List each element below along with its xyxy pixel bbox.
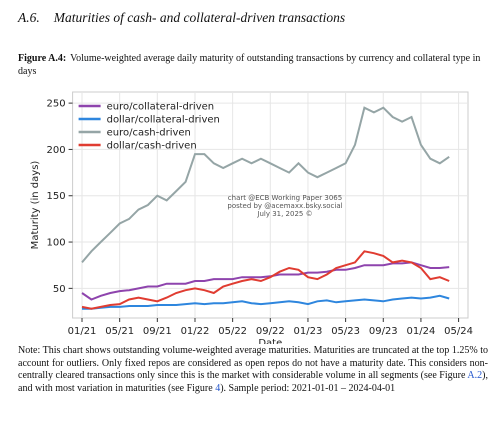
y-axis-label: Maturity (in days) bbox=[30, 161, 41, 250]
series-line bbox=[81, 106, 450, 264]
section-header: A.6. Maturities of cash- and collateral-d… bbox=[18, 10, 359, 26]
caption-label: Figure A.4: bbox=[18, 53, 67, 64]
y-tick-label: 250 bbox=[47, 99, 66, 110]
x-tick-label: 05/23 bbox=[331, 326, 360, 337]
watermark: July 31, 2025 © bbox=[256, 210, 312, 218]
chart: 50 100 150 200 250 01/21 05/21 09/21 01/22 05/22 0… bbox=[30, 91, 473, 344]
legend-label: euro/cash-driven bbox=[107, 128, 191, 139]
x-tick-label: 09/22 bbox=[256, 326, 285, 337]
x-tick-label: 01/21 bbox=[68, 326, 97, 337]
series-line bbox=[81, 250, 450, 310]
x-tick-label: 01/22 bbox=[181, 326, 210, 337]
note: Note: This chart shows outstanding volum… bbox=[18, 345, 488, 395]
x-tick-label: 05/22 bbox=[218, 326, 247, 337]
figure-link[interactable]: 4 bbox=[215, 382, 221, 394]
x-tick-label: 01/23 bbox=[294, 326, 323, 337]
figure-link[interactable]: A.2 bbox=[467, 370, 483, 381]
watermark: posted by @acemaxx.bsky.social bbox=[227, 202, 342, 210]
legend-label: dollar/collateral-driven bbox=[107, 115, 220, 126]
y-tick-label: 200 bbox=[47, 145, 66, 156]
x-tick-label: 09/23 bbox=[369, 326, 398, 337]
y-tick-label: 150 bbox=[47, 191, 66, 202]
series-line bbox=[81, 261, 450, 301]
note-text: Note: This chart shows outstanding volum… bbox=[18, 345, 488, 381]
x-tick-label: 01/24 bbox=[407, 326, 436, 337]
legend: euro/collateral-driven dollar/collateral-… bbox=[78, 102, 220, 152]
x-tick-label: 05/24 bbox=[444, 326, 473, 337]
note-text: ). Sample period: 2021-01-01 – 2024-04-0… bbox=[220, 382, 396, 394]
y-tick-label: 100 bbox=[47, 238, 66, 249]
series-line bbox=[82, 294, 450, 310]
note-text: ), and with most variation in maturities… bbox=[18, 370, 488, 394]
section-number: A.6. bbox=[18, 10, 40, 25]
x-tick-label: 05/21 bbox=[105, 326, 134, 337]
legend-label: euro/collateral-driven bbox=[107, 102, 215, 113]
legend-label: dollar/cash-driven bbox=[107, 141, 197, 152]
watermark: chart @ECB Working Paper 3065 bbox=[228, 194, 342, 202]
y-tick-label: 50 bbox=[53, 284, 66, 295]
caption-text: Volume-weighted average daily maturity o… bbox=[18, 53, 481, 77]
figure-caption: Figure A.4: Volume-weighted average daily… bbox=[18, 52, 484, 78]
section-title: Maturities of cash- and collateral-drive… bbox=[53, 10, 346, 25]
x-axis-label: Date bbox=[258, 338, 282, 344]
x-tick-label: 09/21 bbox=[143, 326, 172, 337]
